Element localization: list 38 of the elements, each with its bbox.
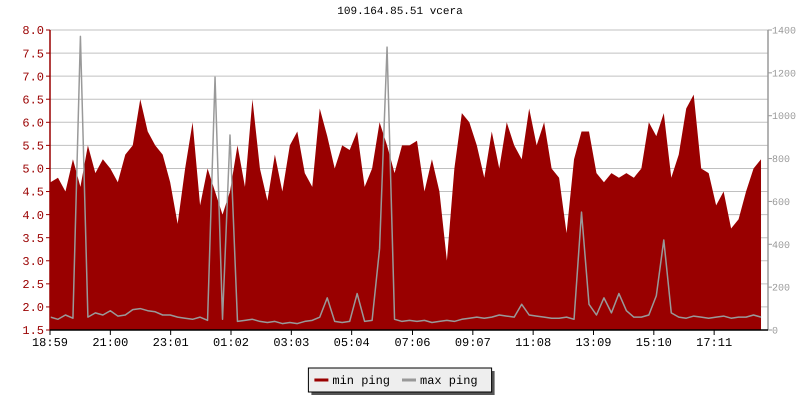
y2-tick-label: 800	[772, 155, 790, 166]
x-tick-label: 13:09	[575, 336, 612, 350]
y-tick-label: 2.0	[22, 301, 44, 316]
x-tick-label: 11:08	[515, 336, 552, 350]
y-tick-label: 7.0	[22, 70, 44, 84]
y-tick-label: 4.0	[22, 208, 44, 223]
y2-tick-label: 200	[772, 284, 790, 295]
y-tick-label: 6.5	[22, 93, 44, 108]
y2-tick-label: 1000	[772, 112, 796, 124]
line-series	[50, 36, 762, 324]
x-tick-label: 18:59	[32, 336, 68, 350]
chart-title: 109.164.85.51 vcera	[337, 6, 464, 18]
x-tick-label: 17:11	[696, 336, 732, 350]
y-tick-label: 7.5	[22, 47, 44, 62]
y-tick-label: 3.5	[22, 232, 44, 246]
x-tick-label: 07:06	[394, 336, 430, 350]
x-tick-label: 05:04	[334, 336, 370, 350]
x-tick-label: 09:07	[454, 336, 491, 350]
x-tick-label: 15:10	[636, 336, 672, 350]
y2-tick-label: 600	[772, 198, 790, 209]
y2-tick-label: 1400	[772, 26, 796, 38]
y2-tick-label: 400	[772, 240, 790, 252]
x-tick-label: 01:02	[212, 336, 250, 350]
x-tick-label: 23:01	[152, 336, 189, 350]
y-tick-label: 6.0	[22, 116, 44, 131]
x-tick-label: 03:03	[273, 336, 310, 350]
y-tick-label: 5.5	[22, 140, 44, 154]
y2-tick-label: 1200	[772, 69, 796, 80]
y-tick-label: 2.5	[22, 278, 44, 292]
y-tick-label: 4.5	[22, 186, 44, 200]
y-tick-label: 8.0	[22, 24, 44, 38]
y-tick-label: 5.0	[22, 162, 44, 177]
legend-label: max ping	[420, 374, 478, 388]
x-tick-label: 21:00	[92, 336, 128, 350]
y-tick-label: 3.0	[22, 254, 44, 269]
y-tick-label: 1.5	[22, 324, 44, 338]
legend-label: min ping	[332, 374, 390, 388]
y2-tick-label: 0	[772, 326, 778, 338]
